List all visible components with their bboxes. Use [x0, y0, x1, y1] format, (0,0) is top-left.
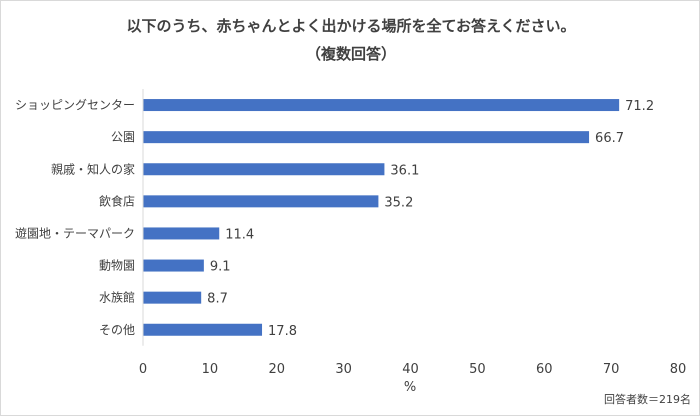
- bar: [143, 259, 204, 272]
- bar: [143, 323, 263, 336]
- value-label: 8.7: [207, 292, 228, 307]
- bar: [143, 291, 202, 304]
- bar: [143, 131, 590, 144]
- category-label: 飲食店: [99, 193, 135, 208]
- x-tick-label: 30: [335, 362, 352, 377]
- category-label: 親戚・知人の家: [51, 161, 135, 176]
- x-tick-label: 80: [670, 362, 687, 377]
- value-label: 17.8: [268, 324, 297, 339]
- respondent-count-note: 回答者数＝219名: [604, 392, 691, 406]
- x-tick-label: 60: [536, 362, 553, 377]
- bars-layer: ショッピングセンター 71.2 公園 66.7 親戚・知人の家 36.1 飲食店 35.2 遊園…: [15, 98, 654, 339]
- category-label: ショッピングセンター: [15, 98, 135, 112]
- value-label: 66.7: [595, 131, 624, 146]
- chart-title: 以下のうち、赤ちゃんとよく出かける場所を全てお答えください。: [126, 17, 575, 35]
- bar: [143, 99, 620, 112]
- x-tick-label: 20: [268, 362, 285, 377]
- category-label: 公園: [111, 130, 135, 144]
- x-tick-label: 50: [469, 362, 486, 377]
- value-label: 71.2: [625, 99, 654, 114]
- category-label: 動物園: [99, 259, 135, 273]
- bar: [143, 195, 379, 208]
- x-tick-label: 40: [402, 362, 419, 377]
- value-label: 36.1: [390, 163, 419, 178]
- x-axis-title: %: [404, 380, 416, 395]
- x-tick-label: 10: [202, 362, 219, 377]
- category-label: その他: [99, 323, 135, 337]
- category-label: 水族館: [99, 290, 135, 305]
- bar: [143, 163, 385, 176]
- x-tick-label: 70: [603, 362, 620, 377]
- value-label: 9.1: [210, 260, 231, 275]
- value-label: 11.4: [225, 227, 254, 242]
- x-tick-label: 0: [139, 362, 147, 377]
- value-label: 35.2: [384, 195, 413, 210]
- chart-subtitle: （複数回答）: [306, 45, 396, 63]
- category-label: 遊園地・テーマパーク: [15, 225, 135, 240]
- x-axis: 0 10 20 30 40 50 60 70 80: [139, 89, 686, 377]
- bar: [143, 227, 220, 240]
